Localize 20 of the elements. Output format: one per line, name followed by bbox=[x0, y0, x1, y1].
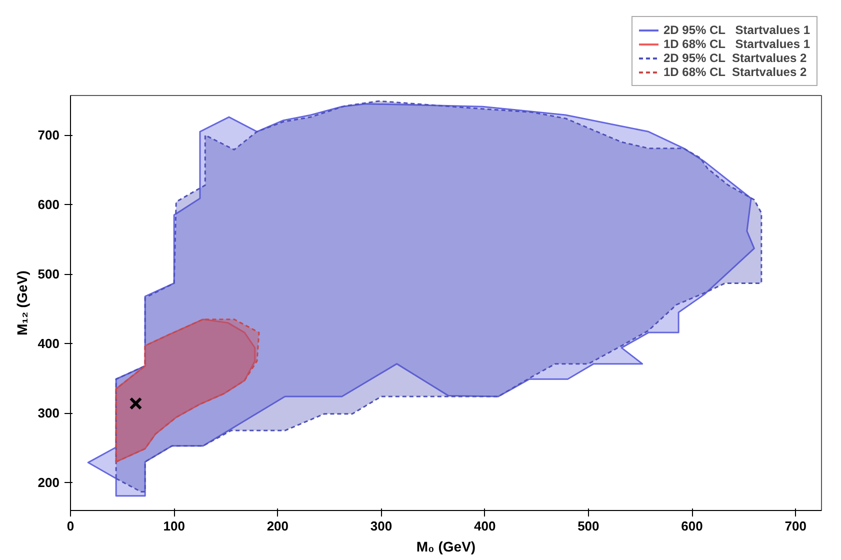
legend-label: 1D 68% CL Startvalues 2 bbox=[663, 65, 807, 79]
x-tick-label: 500 bbox=[578, 518, 600, 534]
x-axis-title: M₀ (GeV) bbox=[416, 538, 476, 554]
y-tick-label: 300 bbox=[38, 406, 60, 421]
x-tick-label: 600 bbox=[681, 518, 703, 534]
x-tick-label: 300 bbox=[370, 518, 392, 534]
x-tick-label: 400 bbox=[474, 518, 496, 534]
x-tick-label: 200 bbox=[266, 518, 289, 534]
y-tick-label: 700 bbox=[38, 128, 60, 143]
legend-label: 1D 68% CL Startvalues 1 bbox=[663, 37, 810, 51]
legend-label: 2D 95% CL Startvalues 2 bbox=[663, 51, 807, 65]
x-tick-label: 700 bbox=[784, 518, 806, 534]
x-tick-label: 100 bbox=[163, 518, 185, 534]
y-tick-label: 200 bbox=[38, 475, 60, 490]
y-tick-label: 400 bbox=[38, 336, 60, 352]
legend-label: 2D 95% CL Startvalues 1 bbox=[663, 23, 810, 37]
y-tick-label: 600 bbox=[38, 197, 60, 212]
x-tick-label: 0 bbox=[66, 518, 74, 534]
y-axis-title: M₁₂ (GeV) bbox=[14, 270, 30, 336]
y-tick-label: 500 bbox=[38, 266, 60, 282]
